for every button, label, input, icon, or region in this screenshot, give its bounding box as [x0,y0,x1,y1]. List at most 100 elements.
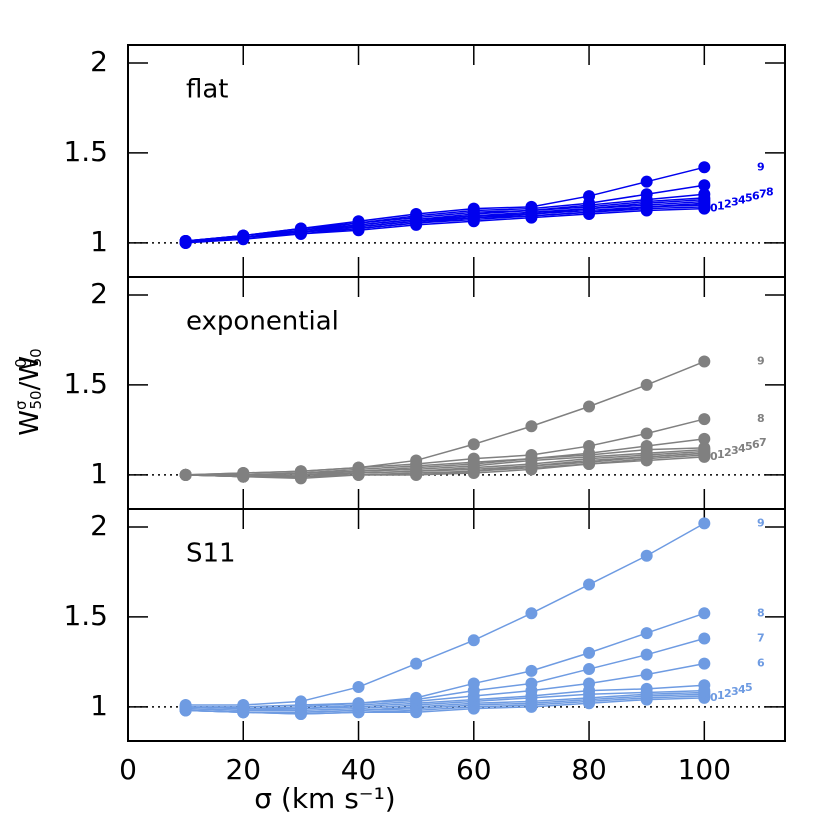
data-point [698,432,711,445]
series-line [185,206,705,244]
series-line [185,695,705,715]
y-axis-label-part: /W [15,356,45,390]
y-tick-label: 1.5 [63,599,108,632]
series-label: 3 [731,444,739,457]
data-point [583,646,596,659]
x-axis-label: σ (km s⁻¹) [254,782,395,815]
data-point [698,441,711,454]
x-tick-label: 100 [678,753,731,786]
data-point [640,648,653,661]
data-point [410,657,423,670]
panel-frame [127,508,786,742]
series-line [185,360,705,476]
series-line [185,612,705,708]
series-label: 4 [738,194,746,207]
data-point [698,413,711,426]
data-point [525,420,538,433]
series-label: 4 [738,683,746,696]
series-label: 7 [759,436,767,449]
data-point [237,229,250,242]
series-label: 4 [738,442,746,455]
data-point [525,449,538,462]
data-point [294,465,307,478]
y-axis-label: Wσ50/W050 [12,348,45,435]
y-tick-label: 1.5 [63,367,108,400]
series-line [185,637,705,710]
data-point [698,161,711,174]
data-point [640,378,653,391]
data-point [525,664,538,677]
series-label: 9 [757,160,765,173]
data-point [698,355,711,368]
series-label: 7 [759,188,767,201]
series-line [185,662,705,710]
data-point [237,699,250,712]
series-line [185,456,705,480]
data-point [698,632,711,645]
series-label: 1 [717,448,725,461]
series-line [185,522,705,706]
series-line [185,438,705,476]
series-label: 0 [710,202,718,215]
y-tick-label: 2 [90,509,108,542]
series-line [185,684,705,712]
series-label: 2 [724,446,732,459]
y-tick-label: 1 [90,225,108,258]
data-point [467,438,480,451]
panel-title: flat [186,75,229,105]
series-label: 9 [757,516,765,529]
x-tick-label: 20 [225,753,261,786]
x-tick-label: 40 [341,753,377,786]
series-label: 1 [717,689,725,702]
data-point [410,208,423,221]
series-line [185,193,705,242]
series-label: 8 [766,186,774,199]
series-label: 6 [752,438,760,451]
data-point [698,188,711,201]
data-point [525,677,538,690]
series-label: 1 [717,200,725,213]
data-point [467,634,480,647]
series-label: 0 [710,450,718,463]
series-label: 2 [724,687,732,700]
y-tick-label: 1 [90,457,108,490]
y-axis-label-part: W [15,410,45,436]
series-label: 5 [745,192,753,205]
data-point [640,427,653,440]
y-tick-label: 1 [90,689,108,722]
series-line [185,691,705,713]
data-point [640,188,653,201]
data-point [467,202,480,215]
data-point [525,200,538,213]
data-point [467,452,480,465]
series-line [185,166,705,242]
data-point [640,549,653,562]
data-point [698,517,711,530]
y-tick-label: 2 [90,277,108,310]
series-label: 2 [724,198,732,211]
series-label: 3 [731,196,739,209]
data-point [352,681,365,694]
series-label: 9 [757,355,765,368]
series-label: 5 [745,440,753,453]
x-tick-label: 0 [119,753,137,786]
series-line [185,448,705,476]
data-point [294,695,307,708]
data-point [698,657,711,670]
series-label: 0 [710,691,718,704]
panel-title: exponential [186,307,339,337]
series-label: 6 [752,190,760,203]
series-label: 8 [757,412,765,425]
data-point [698,607,711,620]
series-line [185,198,705,242]
data-point [410,454,423,467]
data-point [467,677,480,690]
series-line [185,452,705,478]
y-axis-label-part: 0 [12,358,30,368]
series-label: 8 [757,606,765,619]
x-tick-label: 60 [456,753,492,786]
data-point [179,235,192,248]
y-tick-label: 2 [90,45,108,78]
